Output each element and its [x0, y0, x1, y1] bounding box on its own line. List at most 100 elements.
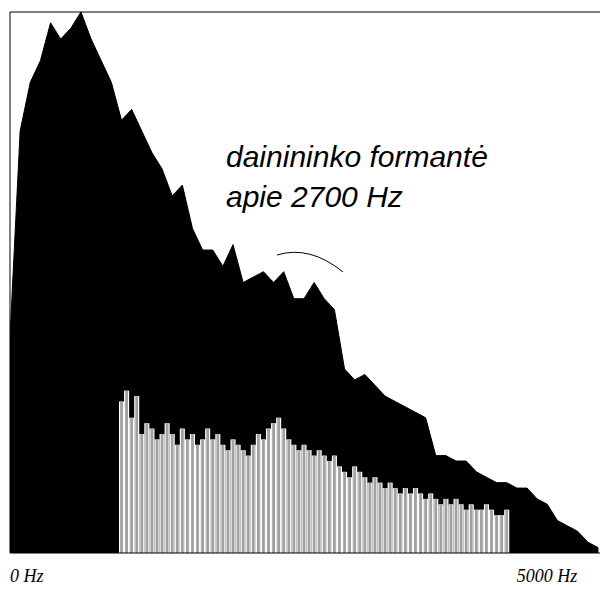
harmonic-ground [312, 456, 317, 553]
harmonic-line [368, 483, 371, 553]
harmonic-ground [236, 445, 241, 553]
harmonic-line [384, 488, 387, 553]
harmonic-line [282, 429, 285, 553]
harmonic-line [394, 488, 397, 553]
harmonic-line [156, 439, 159, 553]
y-axis-line [10, 12, 11, 553]
harmonic-ground [454, 499, 459, 553]
harmonic-line [424, 499, 427, 553]
harmonic-ground [281, 429, 286, 553]
harmonic-line [252, 445, 255, 553]
harmonic-ground [230, 439, 235, 553]
harmonic-ground [469, 504, 474, 553]
harmonic-line [379, 483, 382, 553]
harmonic-line [450, 504, 453, 553]
harmonic-ground [489, 510, 494, 553]
harmonic-line [318, 450, 321, 553]
harmonic-ground [139, 434, 144, 553]
annotation-text: dainininko formantė [226, 140, 488, 173]
harmonic-ground [337, 466, 342, 553]
harmonic-line [287, 439, 290, 553]
x-axis-line [10, 553, 600, 554]
harmonic-line [181, 429, 184, 553]
harmonic-line [247, 456, 250, 553]
harmonic-line [500, 515, 503, 553]
harmonic-line [495, 515, 498, 553]
harmonic-ground [246, 456, 251, 553]
harmonic-line [257, 434, 260, 553]
harmonic-line [313, 456, 316, 553]
harmonic-ground [190, 434, 195, 553]
harmonic-line [323, 456, 326, 553]
harmonic-ground [494, 515, 499, 553]
harmonic-line [465, 510, 468, 553]
harmonic-ground [144, 423, 149, 553]
harmonic-ground [200, 439, 205, 553]
harmonic-ground [464, 510, 469, 553]
harmonic-ground [215, 434, 220, 553]
harmonic-line [480, 510, 483, 553]
x-tick-label: 0 Hz [10, 566, 44, 586]
harmonic-ground [438, 504, 443, 553]
harmonic-line [166, 423, 169, 553]
harmonic-line [221, 445, 224, 553]
harmonic-ground [317, 450, 322, 553]
harmonic-line [242, 450, 245, 553]
harmonic-ground [154, 439, 159, 553]
frame-top [10, 12, 600, 13]
harmonic-line [439, 504, 442, 553]
harmonic-ground [504, 510, 509, 553]
harmonic-ground [362, 477, 367, 553]
harmonic-line [399, 493, 402, 553]
harmonic-ground [124, 391, 129, 553]
harmonic-ground [393, 488, 398, 553]
harmonic-line [196, 445, 199, 553]
harmonic-ground [448, 504, 453, 553]
harmonic-ground [271, 423, 276, 553]
harmonic-line [262, 439, 265, 553]
harmonic-line [140, 434, 143, 553]
harmonic-ground [301, 445, 306, 553]
harmonic-ground [119, 402, 124, 553]
harmonic-line [277, 418, 280, 553]
chart-svg: 0 Hz5000 Hzdainininko formantėapie 2700 … [0, 0, 610, 590]
harmonic-line [389, 483, 392, 553]
harmonic-ground [398, 493, 403, 553]
harmonic-line [445, 499, 448, 553]
annotation-text: apie 2700 Hz [226, 180, 403, 213]
harmonic-line [171, 434, 174, 553]
harmonic-ground [428, 493, 433, 553]
harmonic-ground [499, 515, 504, 553]
harmonic-ground [165, 423, 170, 553]
harmonic-line [338, 466, 341, 553]
harmonic-line [201, 439, 204, 553]
harmonic-ground [170, 434, 175, 553]
harmonic-line [232, 439, 235, 553]
harmonic-ground [403, 488, 408, 553]
harmonic-line [343, 472, 346, 553]
harmonic-ground [423, 499, 428, 553]
harmonic-line [272, 423, 275, 553]
harmonic-line [130, 418, 133, 553]
harmonic-line [237, 445, 240, 553]
harmonic-line [409, 493, 412, 553]
harmonic-line [151, 429, 154, 553]
harmonic-ground [474, 510, 479, 553]
harmonic-ground [241, 450, 246, 553]
harmonic-line [460, 504, 463, 553]
harmonic-ground [418, 493, 423, 553]
harmonic-ground [433, 499, 438, 553]
harmonic-ground [129, 418, 134, 553]
harmonic-ground [195, 445, 200, 553]
harmonic-line [419, 493, 422, 553]
harmonic-ground [225, 450, 230, 553]
harmonic-line [470, 504, 473, 553]
harmonic-ground [383, 488, 388, 553]
harmonic-ground [266, 429, 271, 553]
harmonic-line [267, 429, 270, 553]
harmonic-line [292, 445, 295, 553]
harmonic-line [348, 477, 351, 553]
harmonic-line [145, 423, 148, 553]
harmonic-line [125, 391, 128, 553]
harmonic-ground [286, 439, 291, 553]
